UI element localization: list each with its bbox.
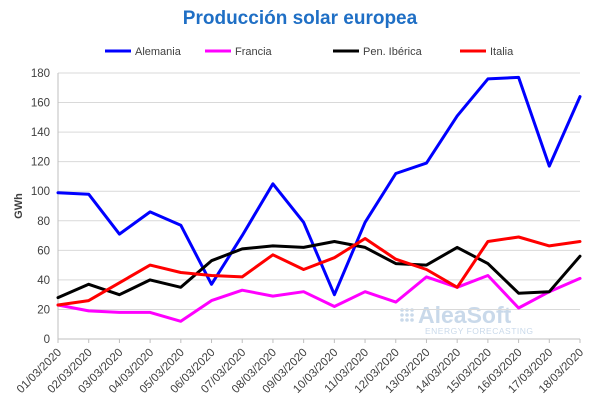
logo-dot bbox=[400, 313, 404, 317]
y-tick-label: 40 bbox=[37, 275, 50, 287]
logo-dot bbox=[400, 308, 404, 312]
y-tick-label: 180 bbox=[31, 68, 50, 80]
logo-dot bbox=[410, 313, 414, 317]
watermark-subtitle: ENERGY FORECASTING bbox=[425, 326, 534, 336]
y-tick-label: 80 bbox=[37, 216, 50, 228]
logo-dot bbox=[405, 313, 409, 317]
logo-dot bbox=[405, 308, 409, 312]
series-line-pen-ib-rica bbox=[56, 240, 582, 300]
y-tick-label: 140 bbox=[31, 127, 50, 139]
logo-dot bbox=[400, 318, 404, 322]
legend-label: Pen. Ibérica bbox=[363, 46, 423, 58]
y-tick-label: 60 bbox=[37, 245, 50, 257]
logo-dot bbox=[405, 318, 409, 322]
y-tick-label: 100 bbox=[31, 186, 50, 198]
series-line-francia bbox=[56, 274, 582, 323]
logo-dot bbox=[410, 308, 414, 312]
y-tick-labels: 0 20 40 60 80 100 120 140 160 180 bbox=[31, 68, 50, 346]
legend-label: Francia bbox=[235, 46, 273, 58]
chart-title: Producción solar europea bbox=[182, 8, 418, 29]
legend-label: Italia bbox=[490, 46, 514, 58]
aleasoft-watermark: AleaSoft ENERGY FORECASTING bbox=[400, 302, 533, 336]
axes bbox=[57, 73, 580, 340]
series-line-italia bbox=[56, 235, 582, 307]
logo-dot bbox=[410, 318, 414, 322]
y-tick-label: 120 bbox=[31, 157, 50, 169]
series-lines bbox=[56, 75, 582, 323]
y-tick-label: 160 bbox=[31, 98, 50, 110]
x-tick-labels: 01/03/202002/03/202003/03/202004/03/2020… bbox=[15, 339, 586, 396]
y-tick-label: 0 bbox=[44, 334, 50, 346]
legend-label: Alemania bbox=[135, 46, 182, 58]
series-line-alemania bbox=[56, 75, 582, 297]
aleasoft-logo-icon bbox=[400, 308, 414, 322]
watermark-name: AleaSoft bbox=[418, 302, 512, 328]
y-tick-label: 20 bbox=[37, 304, 50, 316]
y-axis-label: GWh bbox=[13, 193, 25, 219]
legend: Alemania Francia Pen. Ibérica Italia bbox=[105, 46, 514, 58]
